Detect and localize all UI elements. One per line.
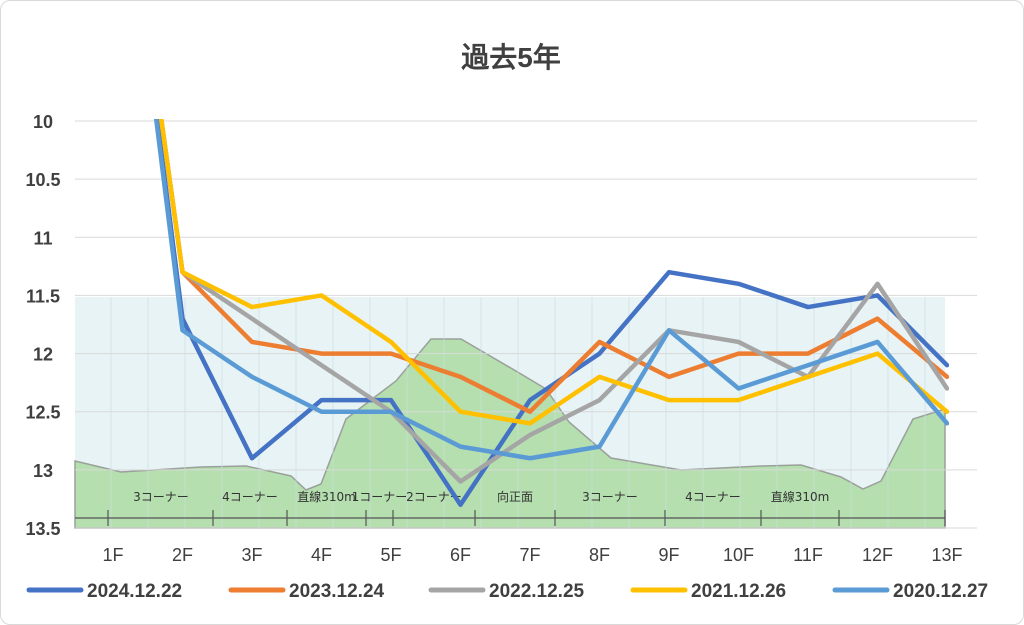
y-tick-label-3: 11.5	[26, 286, 60, 306]
chart-title: 過去5年	[461, 41, 561, 73]
legend: 2024.12.22 2023.12.24 2022.12.25 2021.12.26…	[26, 581, 988, 602]
x-tick-label-3: 4F	[311, 545, 332, 565]
section-label-5: 向正面	[497, 489, 533, 504]
course-sections: 3コーナー 4コーナー 直線310m1コーナー2コーナー 向正面 3コーナー 4コーナー直…	[75, 489, 946, 526]
series-line-2020.12.27	[153, 119, 949, 461]
series-line-2021.12.26	[158, 119, 949, 426]
y-tick-label-2: 11	[33, 228, 52, 248]
y-tick-label-6: 13	[33, 461, 53, 481]
x-tick-label-1: 2F	[172, 545, 193, 565]
section-label-7: 4コーナー	[685, 490, 741, 504]
x-tick-label-8: 9F	[658, 545, 679, 565]
section-label-3: 1コーナー	[352, 490, 408, 504]
y-tick-label-7: 13.5	[25, 519, 60, 539]
x-tick-label-9: 10F	[723, 545, 754, 565]
legend-label-4: 2020.12.27	[893, 581, 988, 602]
x-tick-label-6: 7F	[519, 545, 540, 565]
x-axis: 1F 2F 3F 4F 5F 6F 7F 8F 9F 10F 11F 12F 13F	[102, 545, 962, 565]
section-label-0: 3コーナー	[133, 490, 189, 504]
y-tick-label-0: 10	[33, 112, 53, 132]
y-tick-label-5: 12.5	[25, 403, 60, 423]
y-tick-label-1: 10.5	[25, 170, 60, 190]
x-tick-label-10: 11F	[793, 545, 823, 565]
x-tick-label-12: 13F	[931, 545, 962, 565]
legend-label-2: 2022.12.25	[489, 581, 585, 602]
section-label-2: 直線310m	[297, 489, 356, 504]
series-lines	[153, 119, 949, 507]
legend-label-0: 2024.12.22	[87, 581, 182, 602]
x-tick-label-0: 1F	[102, 545, 123, 565]
legend-label-3: 2021.12.26	[691, 581, 786, 602]
section-label-8: 直線310m	[771, 489, 830, 504]
x-tick-label-7: 8F	[589, 545, 610, 565]
x-tick-label-5: 6F	[450, 545, 471, 565]
y-tick-label-4: 12	[33, 345, 53, 365]
section-label-6: 3コーナー	[582, 490, 638, 504]
y-axis: 10 10.5 11 11.5 12 12.5 13 13.5	[25, 112, 60, 539]
legend-label-1: 2023.12.24	[289, 581, 385, 602]
series-line-2024.12.22	[154, 119, 949, 507]
x-tick-label-4: 5F	[380, 545, 401, 565]
section-label-1: 4コーナー	[222, 490, 278, 504]
series-line-2023.12.24	[158, 119, 949, 414]
section-label-4: 2コーナー	[406, 490, 462, 504]
x-tick-label-11: 12F	[862, 545, 893, 565]
x-tick-label-2: 3F	[241, 545, 262, 565]
